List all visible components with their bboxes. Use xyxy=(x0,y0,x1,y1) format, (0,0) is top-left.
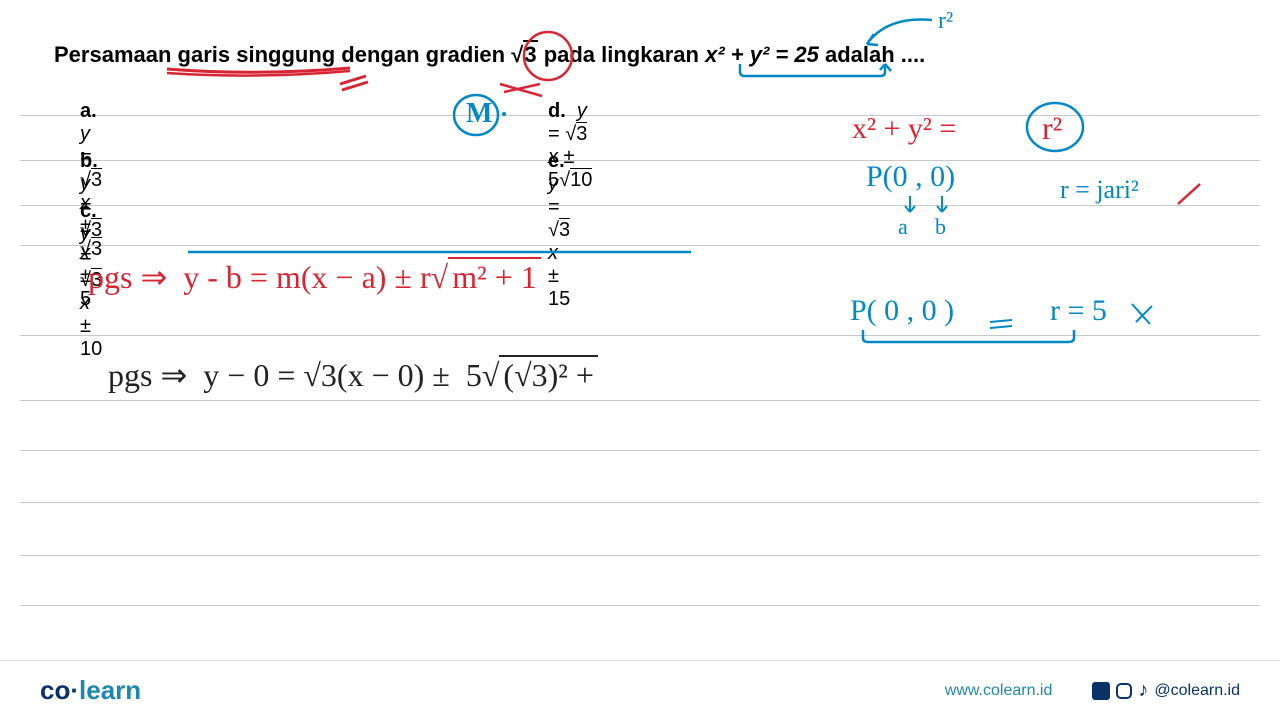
red-squiggle xyxy=(496,78,550,102)
r5-tick xyxy=(1130,300,1160,330)
r-jari-strike xyxy=(1176,180,1206,210)
pgs1: pgs ⇒ y - b = m(x − a) ± r√m² + 1 xyxy=(88,258,541,296)
p00-eq-ticks xyxy=(988,318,1016,332)
question-text: Persamaan garis singgung dengan gradien … xyxy=(54,42,925,68)
bracket-formula xyxy=(186,248,696,256)
label-a: a xyxy=(898,214,908,240)
question-post: adalah .... xyxy=(825,42,925,67)
tiktok-icon: ♪ xyxy=(1138,679,1148,702)
question-eq: x² + y² = 25 xyxy=(705,42,819,67)
p-center: P(0 , 0) xyxy=(866,160,955,194)
option-e: e. y = √3 x ± 15 xyxy=(548,150,570,311)
question-sqrt: √3 xyxy=(511,40,537,67)
website-url: www.colearn.id xyxy=(945,682,1053,700)
m-tick xyxy=(498,108,512,122)
circle-eq-text: x² + y² = xyxy=(852,112,956,145)
logo-learn: learn xyxy=(79,675,141,705)
r2-label: r² xyxy=(938,8,953,35)
question-pre: Persamaan garis singgung dengan gradien xyxy=(54,42,511,67)
instagram-icon xyxy=(1116,683,1132,699)
r5: r = 5 xyxy=(1050,294,1107,328)
social-handle: @colearn.id xyxy=(1154,682,1240,700)
r-jari: r = jari² xyxy=(1060,175,1139,205)
footer: co·learn www.colearn.id ♪ @colearn.id xyxy=(0,660,1280,720)
m-label: M xyxy=(466,98,492,130)
circle-eq-red: x² + y² = xyxy=(852,112,956,146)
pgs2: pgs ⇒ y − 0 = √3(x − 0) ± 5√(√3)² + xyxy=(108,356,598,394)
logo-co: co xyxy=(40,675,70,705)
p00-2: P( 0 , 0 ) xyxy=(850,294,954,328)
circle-eq-r2: r² xyxy=(1042,110,1062,147)
notebook-lines xyxy=(0,0,1280,660)
p00-bracket xyxy=(858,328,1078,346)
question-mid: pada lingkaran xyxy=(544,42,705,67)
option-b-label: b. xyxy=(80,150,98,172)
pgs1-label: pgs ⇒ xyxy=(88,259,167,295)
option-e-label: e. xyxy=(548,150,565,172)
social-block: ♪ @colearn.id xyxy=(1092,679,1240,702)
label-b: b xyxy=(935,214,946,240)
option-a-label: a. xyxy=(80,100,97,122)
tick-gradien xyxy=(338,72,378,92)
pgs2-label: pgs ⇒ xyxy=(108,357,187,393)
option-d-label: d. xyxy=(548,100,566,122)
option-c-label: c. xyxy=(80,200,97,222)
facebook-icon xyxy=(1092,682,1110,700)
logo: co·learn xyxy=(40,675,141,706)
